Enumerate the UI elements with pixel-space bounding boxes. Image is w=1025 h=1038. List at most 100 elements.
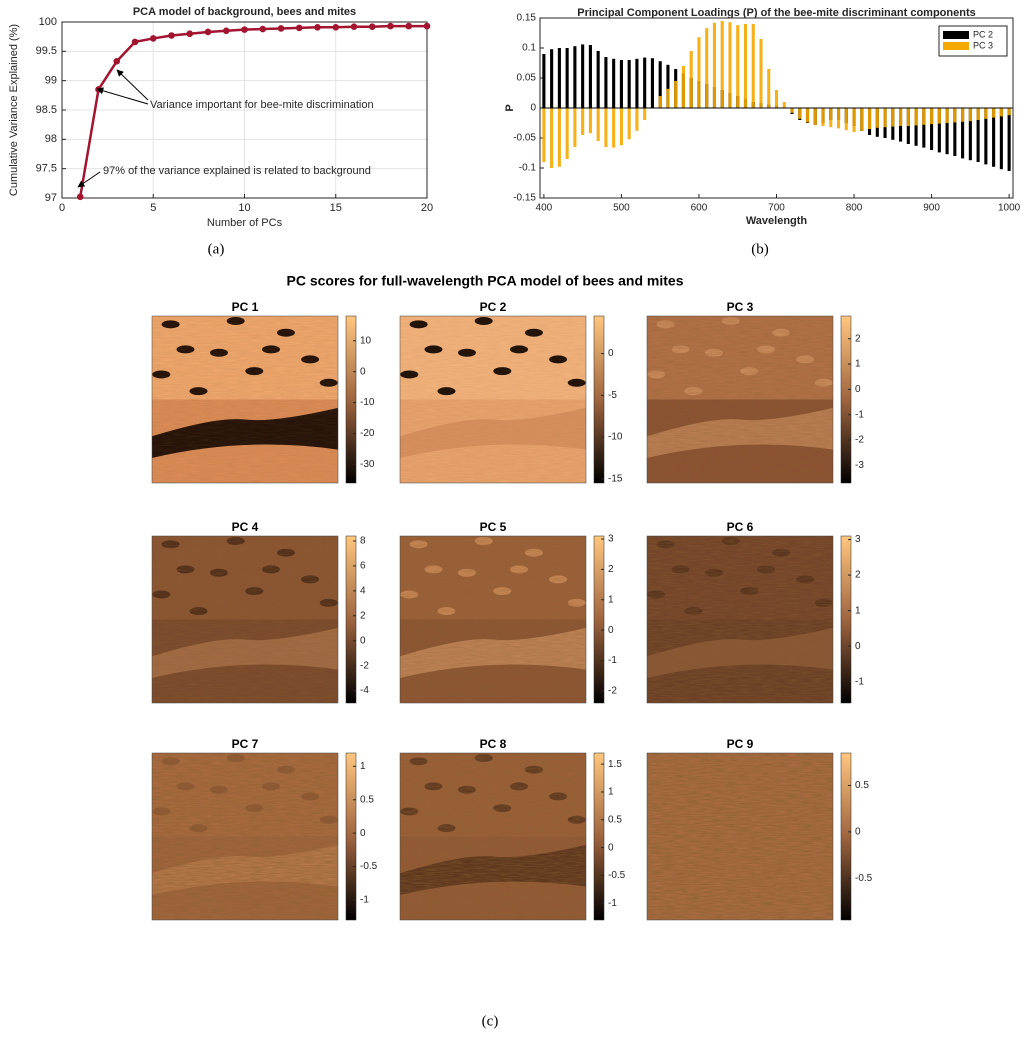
- legend-label: PC 3: [973, 40, 993, 50]
- marker: [168, 32, 175, 39]
- bar: [635, 58, 639, 108]
- colorbar-tick-label: -1: [608, 655, 617, 666]
- bar: [906, 108, 910, 126]
- y-tick-label: -0.15: [513, 193, 536, 204]
- bar: [542, 54, 546, 108]
- bar: [829, 108, 833, 128]
- bar: [689, 51, 693, 108]
- bar: [1007, 108, 1011, 116]
- panel-title: PC 6: [727, 520, 754, 534]
- bar: [666, 88, 670, 108]
- colorbar: [593, 535, 605, 704]
- bar: [565, 48, 569, 108]
- x-tick-label: 700: [768, 203, 785, 214]
- x-tick-label: 1000: [998, 203, 1021, 214]
- bar: [674, 81, 678, 108]
- bar: [627, 108, 631, 140]
- colorbar-tick-label: -2: [360, 660, 369, 671]
- bar: [999, 108, 1003, 117]
- colorbar-tick-label: -10: [360, 397, 375, 408]
- score-image: [400, 536, 586, 703]
- image-noise: [152, 316, 338, 483]
- bar: [573, 108, 577, 147]
- bar: [743, 24, 748, 108]
- colorbar-tick-label: -0.5: [608, 870, 626, 881]
- image-noise: [400, 316, 586, 483]
- bar: [619, 60, 623, 108]
- colorbar-tick-label: 6: [360, 561, 366, 572]
- bar: [961, 108, 965, 159]
- colorbar-tick-label: -0.5: [855, 873, 873, 884]
- image-frame: [151, 535, 339, 704]
- bar: [821, 108, 825, 126]
- colorbar-tick-label: 3: [855, 534, 861, 545]
- bar: [635, 108, 639, 131]
- bar: [565, 108, 569, 159]
- x-tick-label: 500: [613, 203, 630, 214]
- colorbar: [840, 535, 852, 704]
- bar: [899, 108, 903, 126]
- colorbar-tick-label: 10: [360, 335, 372, 346]
- marker: [76, 193, 84, 201]
- bar: [643, 108, 647, 120]
- y-tick-label: 98: [45, 133, 57, 145]
- colorbar-tick-label: 1: [360, 761, 366, 772]
- bar: [914, 108, 918, 126]
- panel-title: PC 7: [232, 737, 259, 751]
- bar: [937, 108, 941, 153]
- colorbar-tick-label: 1: [608, 787, 614, 798]
- colorbar: [345, 315, 357, 484]
- y-tick-label: -0.05: [513, 133, 536, 144]
- bar: [581, 44, 585, 108]
- y-tick-label: 99: [45, 75, 57, 87]
- bar: [681, 66, 686, 108]
- marker: [113, 58, 121, 65]
- colorbar-tick-label: 8: [360, 536, 366, 547]
- x-axis-label: Wavelength: [746, 215, 808, 227]
- y-axis-label: P: [504, 104, 516, 111]
- bar: [930, 108, 934, 150]
- bar: [875, 108, 879, 128]
- colorbar: [345, 535, 357, 704]
- score-image: [152, 316, 338, 483]
- bar: [666, 64, 670, 108]
- caption: (c): [482, 1013, 499, 1029]
- colorbar: [840, 752, 852, 921]
- panel-title: PC 2: [480, 300, 507, 314]
- colorbar-tick-label: -1: [608, 898, 617, 909]
- arrow: [96, 87, 149, 105]
- colorbar: [593, 752, 605, 921]
- score-image: [647, 753, 833, 920]
- bar: [697, 37, 701, 109]
- colorbar-tick-label: 1: [855, 605, 861, 616]
- marker: [222, 27, 230, 35]
- bar: [984, 108, 988, 119]
- bar: [643, 57, 647, 108]
- colorbar-tick-label: 3: [608, 534, 614, 545]
- chart-title: PCA model of background, bees and mites: [133, 6, 356, 18]
- bar: [891, 108, 895, 127]
- colorbar-tick-label: -20: [360, 428, 375, 439]
- bar: [619, 108, 623, 146]
- marker: [131, 38, 139, 46]
- bar: [759, 39, 763, 108]
- image-noise: [400, 536, 586, 703]
- bar: [984, 108, 988, 165]
- bar: [867, 108, 872, 129]
- y-tick-label: 97: [45, 192, 57, 204]
- bar: [712, 22, 717, 108]
- colorbar-tick-label: 4: [360, 585, 366, 596]
- colorbar-tick-label: 0: [608, 348, 614, 359]
- bar: [922, 108, 926, 148]
- marker: [350, 23, 358, 30]
- panel-title: PC 4: [232, 520, 259, 534]
- colorbar-tick-label: 0: [608, 842, 614, 853]
- x-tick-label: 5: [150, 202, 156, 214]
- colorbar-tick-label: 1.5: [608, 759, 622, 770]
- colorbar: [345, 752, 357, 921]
- image-frame: [646, 752, 834, 921]
- plot-frame: [61, 21, 428, 199]
- bar: [542, 108, 546, 162]
- bar: [612, 58, 616, 108]
- bar: [992, 108, 996, 167]
